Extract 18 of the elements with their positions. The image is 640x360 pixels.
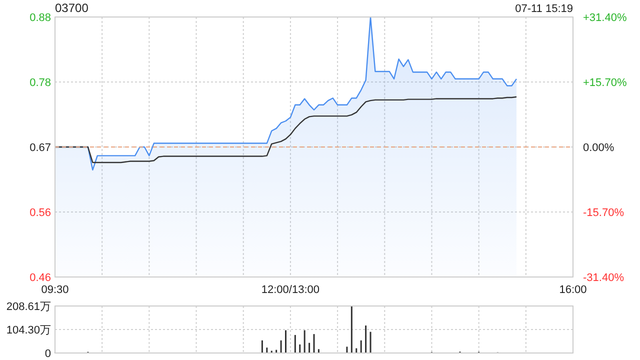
text: 07-11 15:19 bbox=[515, 3, 573, 15]
y2-tick-label: -31.40% bbox=[583, 272, 624, 284]
x-tick-label: 12:00/13:00 bbox=[261, 284, 320, 296]
y-tick-label: 0 bbox=[44, 348, 51, 360]
y-tick-label: 0.46 bbox=[30, 272, 51, 284]
y-tick-label: 0.88 bbox=[30, 12, 51, 24]
y2-tick-label: +31.40% bbox=[583, 12, 627, 24]
y-tick-label: 104.30万 bbox=[6, 324, 51, 336]
y-tick-label: 0.67 bbox=[30, 142, 51, 154]
chart-title: 03700 bbox=[55, 1, 89, 15]
y-tick-label: 0.56 bbox=[30, 206, 51, 219]
y-tick-label: 208.61万 bbox=[6, 300, 51, 313]
y2-tick-label: +15.70% bbox=[583, 76, 627, 89]
y2-tick-label: -15.70% bbox=[583, 206, 624, 219]
x-tick-label: 09:30 bbox=[41, 284, 69, 296]
x-tick-label: 16:00 bbox=[559, 284, 587, 296]
y2-tick-label: 0.00% bbox=[583, 142, 614, 154]
y-tick-label: 0.78 bbox=[30, 76, 51, 89]
